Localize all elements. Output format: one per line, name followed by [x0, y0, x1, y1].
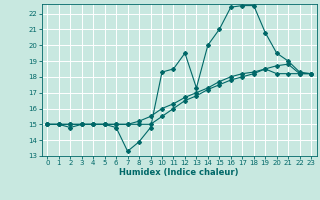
X-axis label: Humidex (Indice chaleur): Humidex (Indice chaleur) [119, 168, 239, 177]
